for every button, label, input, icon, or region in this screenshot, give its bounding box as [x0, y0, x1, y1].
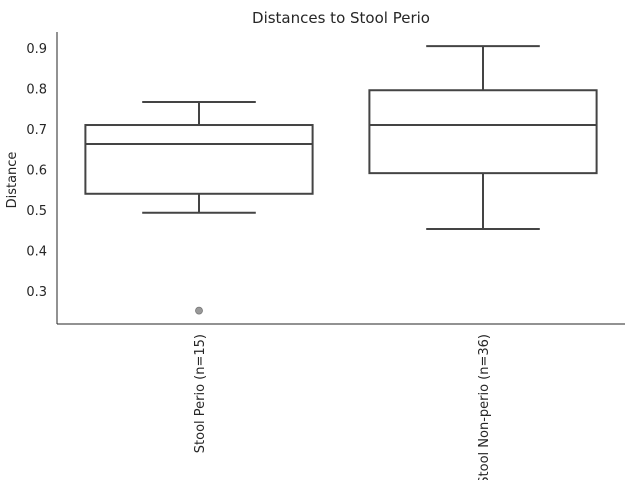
chart-title: Distances to Stool Perio [252, 9, 430, 27]
y-tick-label: 0.3 [26, 285, 47, 300]
y-tick-label: 0.8 [26, 83, 47, 98]
x-tick-label: Stool Perio (n=15) [193, 334, 208, 453]
x-tick-label: Stool Non-perio (n=36) [477, 334, 492, 480]
y-tick-label: 0.9 [26, 42, 47, 57]
box [84, 124, 314, 195]
y-axis-label: Distance [5, 152, 20, 209]
y-tick-label: 0.5 [26, 204, 47, 219]
y-tick-label: 0.4 [26, 244, 47, 259]
y-tick-label: 0.7 [26, 123, 47, 138]
plot-area: 0.3 0.4 0.5 0.6 0.7 0.8 0.9 Stool Perio (n=15) S… [26, 32, 625, 480]
outlier [195, 306, 203, 315]
box [368, 89, 598, 175]
y-tick-label: 0.6 [26, 164, 47, 179]
